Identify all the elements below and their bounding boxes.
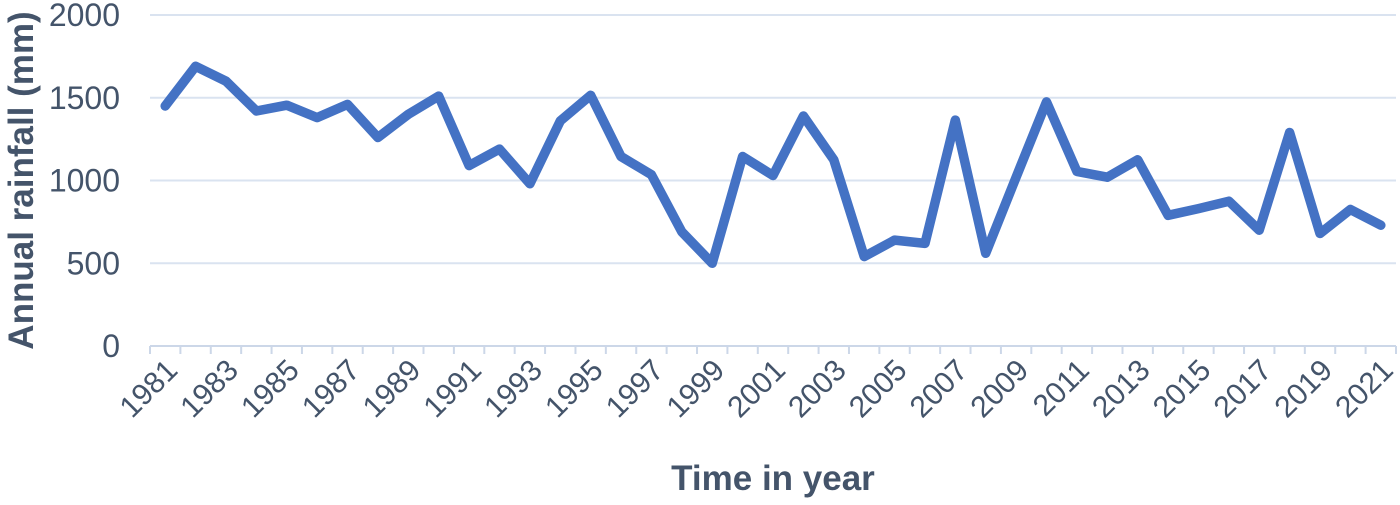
x-tick-label: 2013 [1086, 354, 1157, 425]
y-tick-label: 500 [67, 245, 120, 281]
x-tick-label: 2005 [843, 354, 914, 425]
x-tick-label: 2009 [965, 354, 1036, 425]
x-tick-label: 1987 [296, 354, 367, 425]
y-tick-label: 1000 [49, 163, 120, 199]
x-tick-label: 2003 [782, 354, 853, 425]
x-tick-label: 1995 [539, 354, 610, 425]
x-tick-label: 2021 [1329, 354, 1400, 425]
x-tick-label: 2001 [721, 354, 792, 425]
x-tick-label: 1999 [661, 354, 732, 425]
x-tick-label: 1989 [357, 354, 428, 425]
rainfall-series-line [160, 61, 1386, 269]
x-axis-title: Time in year [671, 459, 875, 498]
x-tick-label: 2015 [1147, 354, 1218, 425]
y-tick-label: 0 [102, 328, 120, 364]
y-tick-label: 2000 [49, 0, 120, 33]
x-tick-label: 1991 [418, 354, 489, 425]
x-tick-label: 2011 [1027, 354, 1096, 423]
y-axis-title: Annual rainfall (mm) [2, 11, 41, 349]
x-tick-label: 1983 [174, 354, 245, 425]
x-tick-label: 1997 [600, 354, 671, 425]
x-tick-label: 2007 [904, 354, 975, 425]
y-tick-label: 1500 [49, 80, 120, 116]
x-tick-label: 2017 [1208, 354, 1279, 425]
x-tick-label: 1993 [478, 354, 549, 425]
x-tick-label: 1981 [114, 354, 185, 425]
x-tick-label: 2019 [1268, 354, 1339, 425]
x-tick-label: 1985 [235, 354, 306, 425]
